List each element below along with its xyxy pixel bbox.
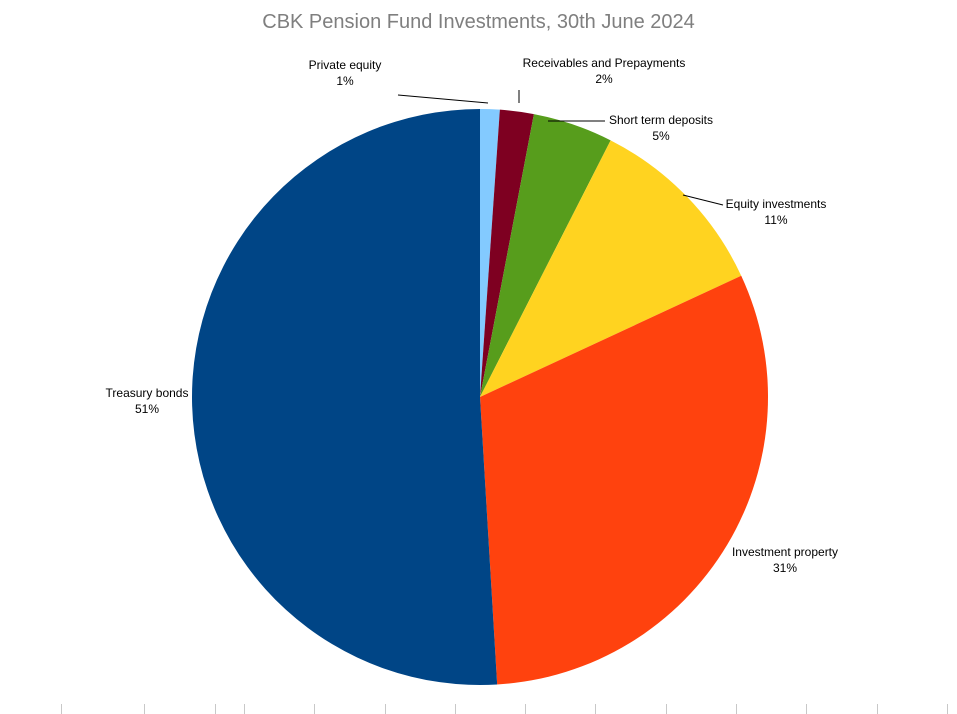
slice-label: Short term deposits [609, 113, 713, 127]
leader-line [397, 94, 489, 104]
pie-slice-receivables-and-prepayments [480, 109, 534, 398]
slice-percent-label: 1% [336, 74, 354, 88]
slice-percent-label: 31% [773, 561, 797, 575]
slice-label: Private equity [309, 58, 382, 72]
pie-slice-equity-investments [480, 140, 742, 397]
slice-label: Treasury bonds [106, 386, 189, 400]
slice-label: Receivables and Prepayments [523, 56, 686, 70]
slice-label: Investment property [732, 545, 838, 559]
slice-percent-label: 5% [652, 129, 670, 143]
chart-title: CBK Pension Fund Investments, 30th June … [262, 11, 695, 33]
slice-percent-label: 51% [135, 402, 159, 416]
pie-slice-private-equity [480, 109, 500, 397]
leader-line [682, 194, 724, 206]
pie-slice-investment-property [480, 275, 769, 685]
pie-slice-short-term-deposits [480, 114, 611, 397]
slice-percent-label: 11% [764, 213, 787, 227]
slice-percent-label: 2% [595, 72, 613, 86]
slice-label: Equity investments [726, 197, 827, 211]
pie-slice-treasury-bonds [192, 109, 498, 685]
